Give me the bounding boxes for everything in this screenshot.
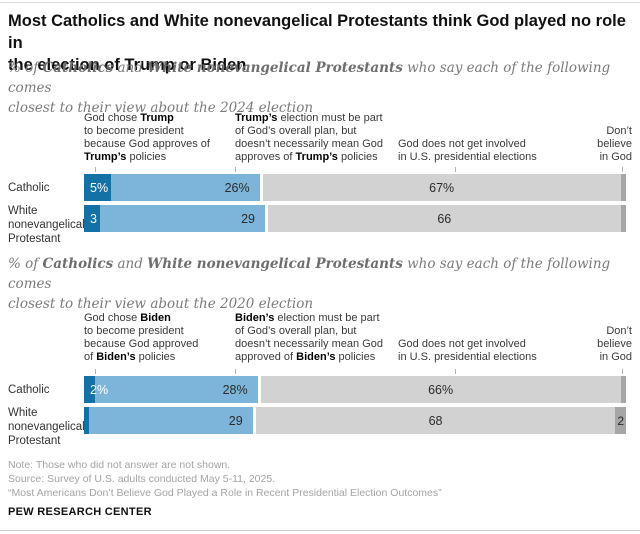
bar-segment-dont-believe: [620, 174, 626, 201]
axis-tick: [235, 167, 237, 172]
bar-segment-overall-plan: 29: [89, 407, 253, 434]
row-label-catholic: Catholic: [8, 384, 50, 396]
segment-value: 3: [90, 211, 97, 226]
chart1-column-headers: God chose Trump to become president becaus…: [0, 100, 640, 164]
chart1-axis-ticks: [84, 167, 626, 172]
footer-notes: Note: Those who did not answer are not s…: [8, 458, 632, 500]
segment-value: 29: [241, 211, 255, 226]
column-header-dont-believe: Don’t believe in God: [597, 125, 632, 163]
segment-value: 67%: [429, 180, 455, 195]
pew-research-center-brand: PEW RESEARCH CENTER: [8, 506, 152, 518]
axis-tick: [622, 167, 624, 172]
top-divider: [0, 2, 640, 3]
column-header-god-chose-biden: God chose Biden to become president becaus…: [84, 312, 199, 363]
segment-value: 5%: [90, 180, 109, 195]
bar-segment-god-chose: 5%: [84, 174, 111, 201]
chart-title: Most Catholics and White nonevangelical …: [8, 12, 626, 74]
column-header-not-involved: God does not get involved in U.S. preside…: [398, 338, 537, 363]
segment-value: 2%: [90, 382, 109, 397]
segment-value: 66%: [428, 382, 454, 397]
column-header-god-chose-trump: God chose Trump to become president becaus…: [84, 112, 210, 163]
bar-row-protestant-2024: 3 29 66: [84, 205, 626, 232]
row-label-white-nonevangelical: White nonevangelical Protestant: [8, 205, 85, 245]
axis-tick: [622, 369, 624, 374]
segment-value: 2: [617, 413, 625, 428]
axis-tick: [455, 369, 457, 374]
row-label-white-nonevangelical: White nonevangelical Protestant: [8, 407, 85, 447]
segment-value: 28%: [222, 382, 248, 397]
column-header-dont-believe: Don’t believe in God: [597, 325, 632, 363]
report-title-text: “Most Americans Don’t Believe God Played…: [8, 487, 442, 499]
chart2-axis-ticks: [84, 369, 626, 374]
bar-segment-not-involved: 66%: [260, 376, 621, 403]
axis-tick: [94, 369, 96, 374]
bar-row-protestant-2020: 29 68 2: [84, 407, 626, 434]
segment-value: 68: [428, 413, 443, 428]
bar-row-catholic-2020: 2% 28% 66%: [84, 376, 626, 403]
segment-value: 26%: [224, 180, 250, 195]
axis-tick: [235, 369, 237, 374]
bar-segment-dont-believe: [620, 205, 626, 232]
bar-segment-not-involved: 66: [267, 205, 621, 232]
row-label-catholic: Catholic: [8, 182, 50, 194]
bar-segment-dont-believe: 2: [615, 407, 626, 434]
segment-value: 66: [437, 211, 452, 226]
bar-segment-not-involved: 67%: [262, 174, 621, 201]
column-header-not-involved: God does not get involved in U.S. preside…: [398, 138, 537, 163]
bar-segment-overall-plan: 29: [100, 205, 265, 232]
source-text: Source: Survey of U.S. adults conducted …: [8, 473, 276, 485]
bar-segment-not-involved: 68: [255, 407, 616, 434]
bar-segment-god-chose: 3: [84, 205, 101, 232]
bar-row-catholic-2024: 5% 26% 67%: [84, 174, 626, 201]
bar-segment-overall-plan: 26%: [110, 174, 260, 201]
column-header-overall-plan: Biden’s election must be part of God’s ov…: [235, 312, 383, 363]
chart2-column-headers: God chose Biden to become president becaus…: [0, 300, 640, 364]
column-header-overall-plan: Trump’s election must be part of God’s ov…: [235, 112, 383, 163]
axis-tick: [94, 167, 96, 172]
note-text: Note: Those who did not answer are not s…: [8, 459, 231, 471]
bar-segment-dont-believe: [620, 376, 626, 403]
axis-tick: [455, 167, 457, 172]
chart1-subtitle: % of Catholics and White nonevangelical …: [8, 60, 611, 116]
bar-segment-god-chose: [84, 407, 90, 434]
segment-value: 29: [228, 413, 243, 428]
chart2-subtitle: % of Catholics and White nonevangelical …: [8, 256, 611, 312]
bottom-divider: [0, 530, 640, 531]
bar-segment-god-chose: 2%: [84, 376, 108, 403]
bar-segment-overall-plan: 28%: [94, 376, 258, 403]
